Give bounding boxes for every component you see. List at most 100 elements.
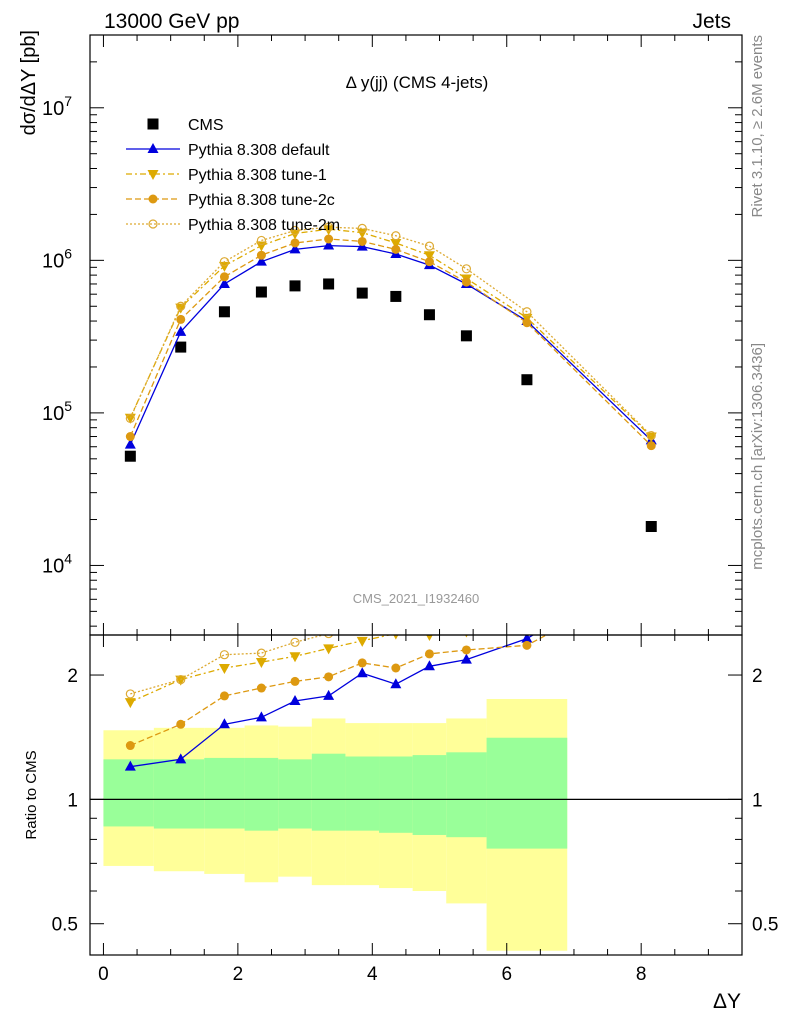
header-left: 13000 GeV pp bbox=[104, 10, 239, 33]
data-point bbox=[645, 432, 657, 443]
ratio-line-2 bbox=[130, 635, 437, 703]
data-point bbox=[290, 238, 300, 248]
legend-marker bbox=[147, 143, 159, 153]
data-point bbox=[356, 287, 368, 299]
x-tick-label: 8 bbox=[636, 964, 647, 985]
ratio-point bbox=[647, 547, 655, 555]
data-point bbox=[357, 236, 367, 246]
data-point bbox=[125, 413, 135, 424]
y-axis-label: dσ/dΔY [pb] bbox=[18, 30, 40, 135]
data-point bbox=[522, 318, 532, 328]
data-point bbox=[289, 280, 301, 292]
ratio-point bbox=[393, 635, 399, 640]
ratio-point bbox=[462, 607, 470, 615]
data-point bbox=[323, 239, 335, 250]
ratio-point bbox=[647, 575, 656, 584]
ratio-tick-label-right: 1 bbox=[752, 790, 763, 811]
green-band bbox=[345, 756, 380, 831]
ratio-point bbox=[255, 658, 267, 669]
data-point bbox=[175, 325, 187, 336]
ratio-point bbox=[219, 691, 229, 701]
data-point bbox=[176, 301, 186, 311]
ratio-point bbox=[358, 611, 366, 619]
data-point bbox=[522, 307, 532, 317]
watermark: CMS_2021_I1932460 bbox=[353, 591, 480, 606]
ratio-point bbox=[391, 663, 401, 673]
ratio-point bbox=[424, 649, 434, 659]
axis-ticks bbox=[90, 34, 743, 955]
data-point bbox=[323, 278, 335, 290]
ratio-point bbox=[425, 614, 433, 622]
ratio-tick-label-right: 0.5 bbox=[752, 915, 778, 936]
ratio-point bbox=[423, 660, 435, 671]
ratio-point bbox=[646, 551, 657, 561]
main-series bbox=[124, 222, 657, 533]
ratio-point bbox=[124, 698, 136, 709]
data-point bbox=[390, 290, 402, 302]
data-point bbox=[324, 234, 334, 244]
header-right: Jets bbox=[692, 10, 731, 33]
green-band bbox=[446, 752, 487, 838]
ratio-point bbox=[324, 635, 333, 639]
legend-label: Pythia 8.308 tune-1 bbox=[188, 167, 327, 184]
legend-label: Pythia 8.308 tune-2c bbox=[188, 192, 335, 209]
ratio-point bbox=[522, 640, 532, 650]
ratio-tick-label-right: 2 bbox=[752, 666, 763, 687]
data-point bbox=[424, 241, 435, 251]
series-line-1 bbox=[129, 244, 652, 445]
x-tick-label: 6 bbox=[501, 964, 512, 985]
chart-title: Δ y(jj) (CMS 4-jets) bbox=[346, 73, 489, 92]
data-point bbox=[461, 264, 472, 274]
ratio-point bbox=[356, 636, 368, 647]
x-axis-label: ΔY bbox=[713, 990, 741, 1013]
tick-labels: 0 2 4 6 8 104 105 106 107 0.5 0.5 1 1 2 2 bbox=[42, 93, 778, 985]
x-tick-label: 4 bbox=[367, 964, 378, 985]
data-point bbox=[255, 286, 267, 298]
y-tick-label: 107 bbox=[42, 93, 72, 120]
legend-marker bbox=[147, 170, 159, 180]
ratio-point bbox=[256, 683, 266, 693]
data-point bbox=[290, 225, 300, 236]
data-point bbox=[461, 277, 471, 287]
data-point bbox=[218, 306, 230, 318]
data-point bbox=[124, 413, 136, 424]
ratio-point bbox=[175, 753, 187, 764]
ratio-point bbox=[124, 760, 136, 771]
data-point bbox=[175, 341, 187, 353]
series-line-2 bbox=[129, 228, 652, 437]
ratio-point bbox=[646, 559, 657, 569]
ratio-point bbox=[290, 676, 300, 686]
green-band bbox=[486, 737, 568, 849]
ratio-y-axis-label: Ratio to CMS bbox=[23, 750, 40, 839]
ratio-point bbox=[219, 650, 230, 660]
y-tick-label: 104 bbox=[42, 550, 72, 577]
green-band bbox=[379, 756, 413, 833]
legend-marker bbox=[147, 118, 159, 130]
green-band bbox=[278, 759, 312, 829]
data-point bbox=[391, 244, 401, 254]
ratio-point bbox=[323, 689, 335, 700]
ratio-point bbox=[426, 635, 433, 641]
data-point bbox=[124, 438, 136, 449]
data-point bbox=[423, 251, 435, 262]
x-tick-label: 2 bbox=[233, 964, 244, 985]
data-point bbox=[391, 231, 401, 241]
ratio-point bbox=[289, 652, 301, 663]
ratio-line-4 bbox=[130, 635, 326, 695]
ratio-point bbox=[356, 667, 368, 678]
y-tick-label: 105 bbox=[42, 398, 72, 425]
ratio-tick-label-left: 2 bbox=[67, 666, 78, 687]
data-point bbox=[357, 223, 367, 233]
data-point bbox=[424, 257, 434, 267]
ratio-tick-label-left: 0.5 bbox=[52, 915, 78, 936]
ratio-point bbox=[521, 624, 532, 634]
mcplots-label: mcplots.cern.ch [arXiv:1306.3436] bbox=[749, 343, 766, 570]
legend-marker bbox=[148, 194, 158, 204]
data-point bbox=[645, 521, 657, 533]
ratio-line-3 bbox=[130, 635, 548, 747]
data-point bbox=[256, 235, 267, 246]
ratio-line-1 bbox=[130, 635, 535, 768]
legend-label: CMS bbox=[188, 117, 224, 134]
ratio-point bbox=[289, 695, 301, 706]
series-line-4 bbox=[129, 226, 652, 437]
